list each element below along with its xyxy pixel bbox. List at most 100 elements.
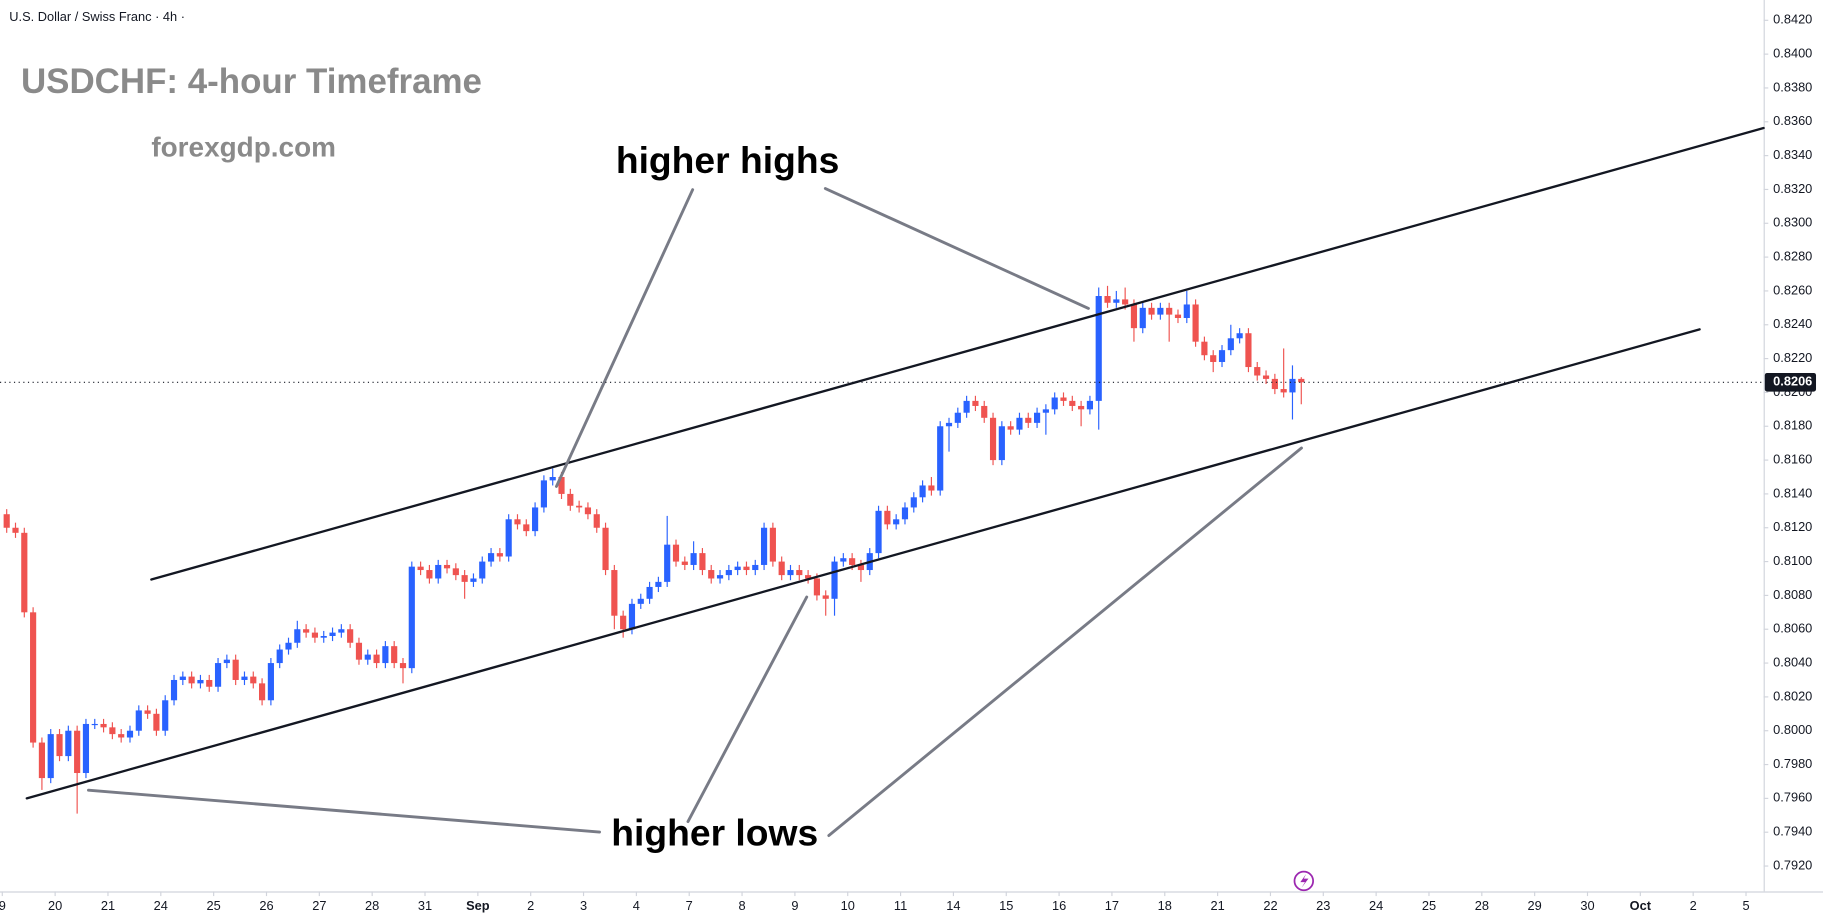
icon-bolt bbox=[1300, 873, 1309, 888]
candle-body bbox=[1130, 304, 1138, 329]
lower-channel-line bbox=[25, 328, 1701, 800]
x-tick-label: 21 bbox=[101, 898, 115, 913]
candle-body bbox=[699, 553, 706, 571]
x-tick-label: 11 bbox=[894, 898, 907, 913]
candle-body bbox=[259, 683, 266, 701]
candle-body bbox=[690, 553, 697, 565]
candle-body bbox=[725, 570, 732, 576]
x-tick-label: 24 bbox=[1369, 898, 1383, 913]
candle-body bbox=[1095, 296, 1102, 401]
x-tick-label: 22 bbox=[1263, 898, 1277, 913]
candle-body bbox=[708, 570, 715, 579]
candle-body bbox=[549, 477, 556, 481]
candle-body bbox=[1289, 378, 1296, 393]
candle-body bbox=[646, 586, 653, 599]
candle-body bbox=[294, 629, 301, 643]
candle-body bbox=[320, 636, 327, 638]
candle-body bbox=[241, 676, 248, 680]
candle-body bbox=[1254, 367, 1261, 376]
pointer-line bbox=[827, 446, 1303, 838]
x-tick-label: 4 bbox=[633, 898, 640, 913]
candle-body bbox=[505, 519, 512, 557]
candle-body bbox=[347, 629, 354, 643]
candle-body bbox=[1262, 375, 1270, 379]
candle-body bbox=[109, 727, 116, 735]
candle-body bbox=[1157, 307, 1164, 315]
candle-body bbox=[743, 566, 750, 571]
x-tick-label: 23 bbox=[1316, 898, 1330, 913]
candle-body bbox=[373, 654, 380, 664]
y-tick-label: 0.8020 bbox=[1773, 688, 1812, 703]
candle-body bbox=[329, 632, 336, 637]
candle-body bbox=[1201, 341, 1208, 356]
candle-body bbox=[461, 575, 468, 582]
candle-body bbox=[928, 485, 935, 491]
candle-body bbox=[364, 654, 371, 660]
candle-body bbox=[716, 575, 724, 579]
candle-body bbox=[223, 659, 230, 664]
candle-body bbox=[884, 510, 891, 525]
y-tick-label: 0.8360 bbox=[1773, 113, 1812, 128]
candle-body bbox=[470, 578, 477, 582]
y-tick-label: 0.8260 bbox=[1773, 282, 1812, 297]
candle-body bbox=[989, 417, 997, 461]
y-tick-label: 0.8400 bbox=[1773, 46, 1812, 61]
x-tick-label: 14 bbox=[946, 898, 960, 913]
candle-body bbox=[576, 505, 583, 508]
candle-body bbox=[1104, 296, 1111, 303]
replay-icon bbox=[1293, 870, 1314, 892]
candle-body bbox=[1069, 400, 1076, 406]
candle-body bbox=[1042, 409, 1049, 413]
candle-body bbox=[1166, 307, 1173, 315]
x-tick-label: 7 bbox=[686, 898, 693, 913]
candle-body bbox=[998, 426, 1005, 461]
candle-body bbox=[655, 581, 662, 587]
candle-body bbox=[752, 564, 759, 571]
pointer-line bbox=[554, 188, 695, 488]
candle-body bbox=[285, 642, 292, 650]
x-tick-label: 2 bbox=[527, 898, 534, 913]
y-tick-label: 0.8300 bbox=[1773, 215, 1812, 230]
x-tick-label: Sep bbox=[466, 898, 490, 913]
candle-body bbox=[1236, 333, 1243, 339]
candle-body bbox=[74, 730, 81, 774]
plot-area bbox=[3, 285, 1305, 814]
candle-body bbox=[540, 480, 547, 508]
candle-body bbox=[1174, 314, 1182, 319]
candle-body bbox=[672, 544, 680, 562]
candle-body bbox=[831, 561, 838, 599]
candle-body bbox=[875, 510, 882, 554]
x-tick-label: 29 bbox=[1528, 898, 1542, 913]
candle-body bbox=[1183, 304, 1190, 319]
y-tick-label: 0.8100 bbox=[1773, 553, 1812, 568]
pointer-line bbox=[87, 788, 601, 834]
candle-body bbox=[452, 568, 459, 576]
candle-body bbox=[126, 730, 134, 738]
candle-body bbox=[514, 519, 521, 525]
chart-title: USDCHF: 4-hour Timeframe bbox=[21, 62, 482, 101]
candle-body bbox=[1139, 307, 1146, 329]
candle-body bbox=[1210, 355, 1217, 362]
y-tick-label: 0.8080 bbox=[1773, 587, 1812, 602]
candle-body bbox=[849, 558, 856, 565]
candle-body bbox=[1227, 338, 1234, 351]
candle-body bbox=[805, 575, 812, 579]
candle-body bbox=[1007, 426, 1014, 430]
candle-body bbox=[30, 612, 37, 743]
candle-body bbox=[100, 723, 107, 728]
y-tick-label: 0.7940 bbox=[1773, 824, 1812, 839]
candle-body bbox=[681, 561, 688, 565]
candle-body bbox=[954, 412, 961, 423]
chart-subtitle: forexgdp.com bbox=[151, 131, 336, 162]
candle-body bbox=[584, 507, 592, 515]
x-tick-label: 21 bbox=[1210, 898, 1224, 913]
x-tick-label: 24 bbox=[154, 898, 168, 913]
y-tick-label: 0.7920 bbox=[1773, 857, 1812, 872]
y-tick-label: 0.8120 bbox=[1773, 519, 1812, 534]
y-tick-label: 0.7960 bbox=[1773, 790, 1812, 805]
annotation: higher highs bbox=[616, 139, 839, 181]
x-tick-label: 27 bbox=[312, 898, 326, 913]
x-tick-label: 30 bbox=[1580, 898, 1594, 913]
candle-body bbox=[1122, 299, 1129, 305]
